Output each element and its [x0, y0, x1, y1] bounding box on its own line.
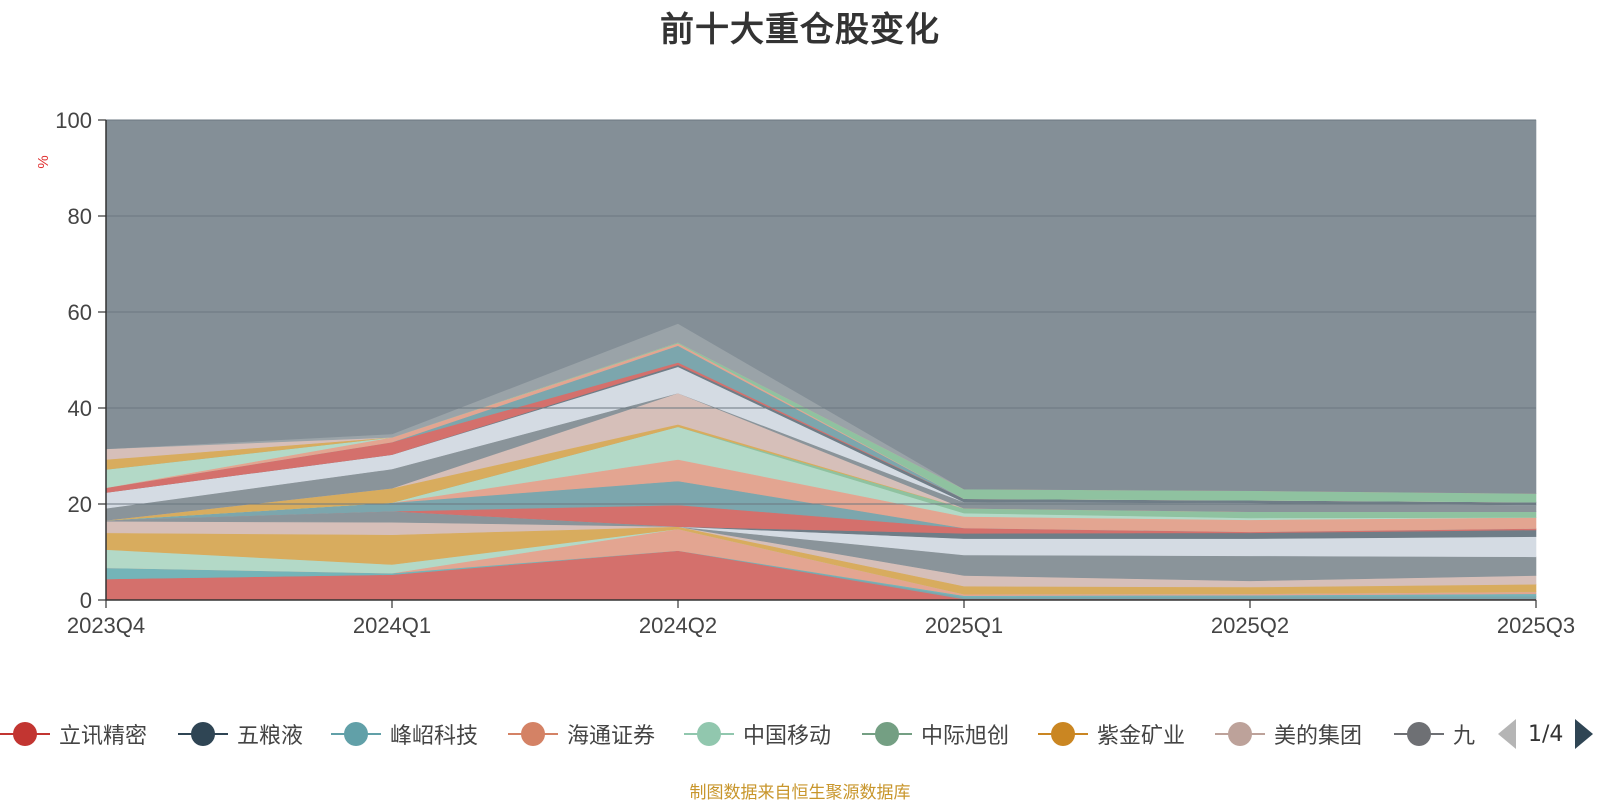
- legend-marker-icon: [1215, 714, 1265, 754]
- legend-item[interactable]: 美的集团: [1215, 714, 1362, 754]
- legend-label: 中际旭创: [921, 724, 1010, 749]
- source-note: 制图数据来自恒生聚源数据库: [689, 783, 911, 803]
- y-tick-label: 40: [68, 396, 92, 421]
- legend-marker-icon: [1394, 714, 1444, 754]
- legend-label: 中国移动: [743, 724, 832, 749]
- legend-overflow-mask: [1480, 0, 1600, 40]
- legend-marker-icon: [508, 714, 558, 754]
- x-tick-label: 2023Q4: [67, 613, 145, 638]
- legend-label: 紫金矿业: [1097, 724, 1186, 749]
- legend-marker-icon: [0, 714, 50, 754]
- legend-marker-icon: [178, 714, 228, 754]
- legend-item[interactable]: 峰岹科技: [331, 714, 478, 754]
- legend-item[interactable]: 紫金矿业: [1038, 714, 1185, 754]
- y-tick-label: 20: [68, 492, 92, 517]
- legend-item[interactable]: 立讯精密: [0, 714, 147, 754]
- y-tick-label: 60: [68, 300, 92, 325]
- chart-title: 前十大重仓股变化: [660, 10, 940, 50]
- x-tick-label: 2024Q2: [639, 613, 717, 638]
- x-tick-label: 2025Q3: [1497, 613, 1575, 638]
- legend-next-arrow-icon[interactable]: [1575, 719, 1594, 749]
- y-tick-label: 100: [55, 108, 92, 133]
- legend-item[interactable]: 五粮液: [178, 714, 303, 754]
- x-tick-label: 2024Q1: [353, 613, 431, 638]
- legend-marker-icon: [862, 714, 912, 754]
- y-tick-label: 80: [68, 204, 92, 229]
- x-tick-label: 2025Q1: [925, 613, 1003, 638]
- legend-item[interactable]: 中国移动: [684, 714, 831, 754]
- legend-label: 美的集团: [1274, 724, 1363, 749]
- legend-item[interactable]: 海通证券: [508, 714, 655, 754]
- legend-label: 五粮液: [237, 724, 304, 749]
- stacked-area-layers: [105, 119, 1537, 601]
- legend-item[interactable]: 中际旭创: [862, 714, 1009, 754]
- legend-label: 九: [1453, 724, 1476, 749]
- legend: 立讯精密 五粮液 峰岹科技 海通证券 中国移动 中际旭创 紫金矿业 美的集团 九: [0, 714, 1600, 754]
- legend-item[interactable]: 九: [1394, 714, 1475, 754]
- axes: [98, 119, 1537, 608]
- legend-marker-icon: [1038, 714, 1088, 754]
- legend-label: 海通证券: [567, 724, 656, 749]
- legend-prev-arrow-icon[interactable]: [1498, 719, 1516, 749]
- x-tick-label: 2025Q2: [1211, 613, 1289, 638]
- legend-marker-icon: [684, 714, 734, 754]
- legend-page-indicator: 1/4: [1528, 721, 1564, 747]
- legend-marker-icon: [331, 714, 381, 754]
- legend-label: 峰岹科技: [390, 724, 479, 749]
- tick-labels: 0 20 40 60 80 100 2023Q4 2024Q1 2024Q2 2025Q1 2025…: [55, 108, 1575, 638]
- legend-pager: 1/4: [1498, 718, 1594, 750]
- y-axis-unit-label: %: [35, 155, 52, 168]
- y-tick-label: 0: [80, 588, 92, 613]
- legend-label: 立讯精密: [59, 724, 148, 749]
- gridlines: [106, 119, 1536, 505]
